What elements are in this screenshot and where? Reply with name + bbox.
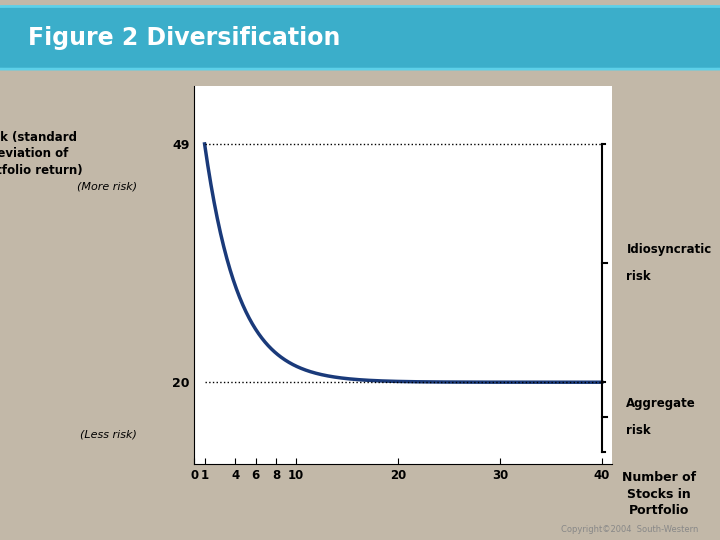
Text: (Less risk): (Less risk) (80, 430, 137, 440)
Text: Risk (standard: Risk (standard (0, 131, 77, 144)
Text: Number of: Number of (622, 471, 696, 484)
FancyBboxPatch shape (0, 6, 720, 69)
Text: Portfolio: Portfolio (629, 504, 689, 517)
Text: risk: risk (626, 424, 651, 437)
Text: portfolio return): portfolio return) (0, 164, 83, 177)
Text: Stocks in: Stocks in (627, 488, 690, 501)
Text: risk: risk (626, 270, 651, 283)
Text: Copyright©2004  South-Western: Copyright©2004 South-Western (561, 524, 698, 534)
Text: Aggregate: Aggregate (626, 397, 696, 410)
Text: Figure 2 Diversification: Figure 2 Diversification (28, 26, 341, 50)
Text: deviation of: deviation of (0, 147, 68, 160)
Text: Idiosyncratic: Idiosyncratic (626, 243, 711, 256)
Text: (More risk): (More risk) (76, 181, 137, 191)
